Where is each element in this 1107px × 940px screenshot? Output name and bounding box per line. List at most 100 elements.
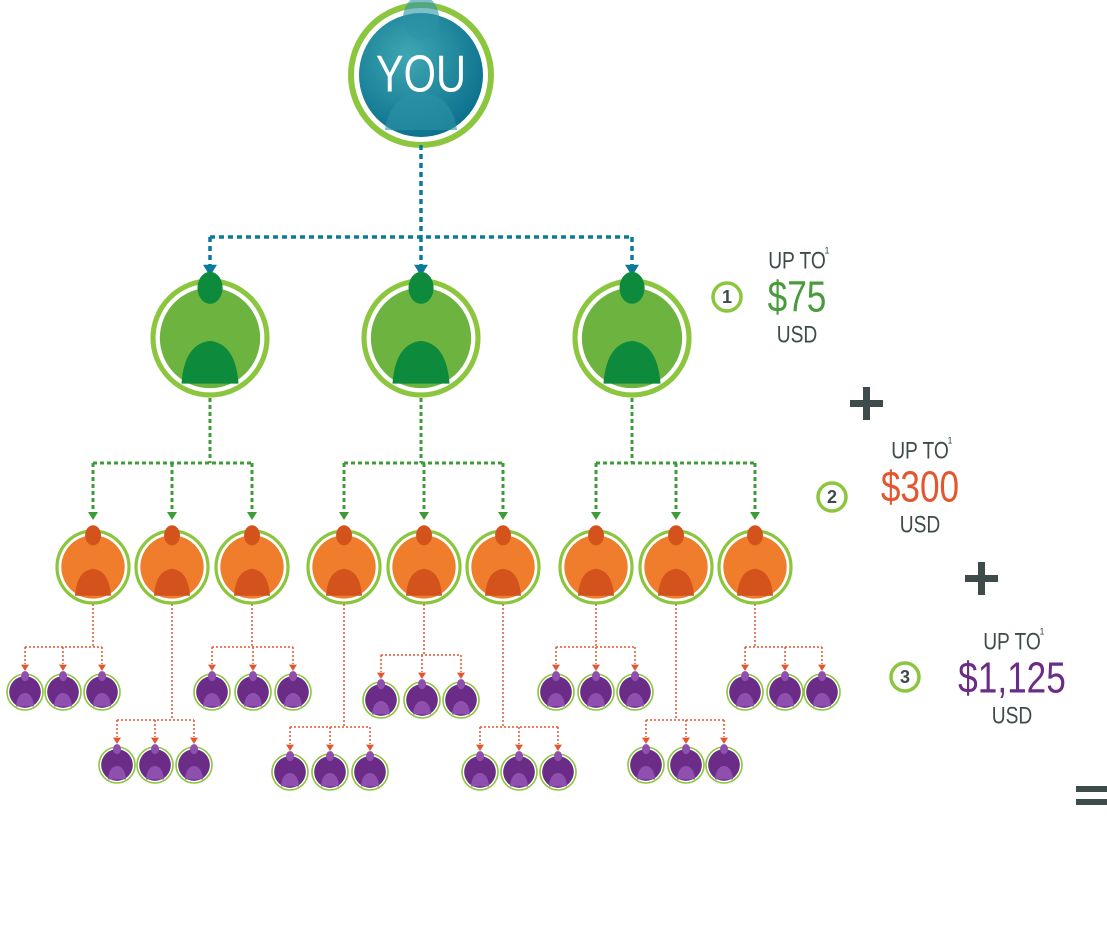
footnote: 1	[824, 245, 829, 255]
silhouette	[361, 751, 379, 787]
connector	[116, 604, 195, 737]
arrow	[682, 737, 690, 744]
silhouette	[736, 671, 754, 707]
arrow	[249, 664, 257, 671]
person-circle	[723, 535, 787, 599]
tier-prefix: UP TO	[983, 627, 1041, 655]
silhouette	[321, 751, 339, 787]
silhouette	[284, 671, 302, 707]
person-circle	[619, 676, 651, 708]
person-circle	[542, 756, 574, 788]
arrow	[88, 512, 98, 520]
silhouette	[485, 525, 521, 596]
person-circle	[139, 749, 171, 781]
silhouette	[413, 679, 431, 715]
connector	[380, 604, 462, 672]
person-circle	[406, 684, 438, 716]
silhouette	[181, 271, 239, 384]
connector	[555, 604, 636, 664]
person-circle	[312, 535, 376, 599]
connector	[289, 604, 371, 744]
person-circle	[237, 676, 269, 708]
arrow	[552, 664, 560, 671]
person-circle	[61, 535, 125, 599]
person-circle	[564, 535, 628, 599]
person-circle	[392, 535, 456, 599]
person-circle	[708, 749, 740, 781]
person-circle	[471, 535, 535, 599]
tier-currency: USD	[992, 701, 1033, 729]
silhouette	[281, 751, 299, 787]
tier-badge	[889, 661, 921, 693]
silhouette	[471, 751, 489, 787]
arrow	[419, 512, 429, 520]
silhouette	[677, 744, 695, 780]
person-circle	[220, 535, 284, 599]
silhouette	[549, 751, 567, 787]
silhouette	[244, 671, 262, 707]
person-circle	[9, 676, 41, 708]
arrow	[190, 737, 198, 744]
silhouette	[737, 525, 773, 596]
silhouette	[154, 525, 190, 596]
person-circle	[370, 287, 472, 389]
person-circle	[769, 676, 801, 708]
arrow	[113, 737, 121, 744]
arrow	[339, 512, 349, 520]
connector	[211, 604, 294, 664]
person-circle	[365, 684, 397, 716]
person-circle	[354, 756, 386, 788]
tier-amount: $75	[768, 273, 827, 322]
person-circle	[159, 287, 261, 389]
silhouette	[658, 525, 694, 596]
arrow	[203, 264, 217, 276]
silhouette	[626, 671, 644, 707]
arrow	[750, 512, 760, 520]
tier-number: 1	[722, 287, 732, 307]
silhouette	[385, 0, 457, 130]
arrow	[151, 737, 159, 744]
person-circle	[540, 676, 572, 708]
connector	[479, 604, 559, 744]
connector	[24, 604, 103, 664]
plus	[863, 387, 870, 420]
arrow	[457, 672, 465, 679]
arrow	[741, 664, 749, 671]
silhouette	[715, 744, 733, 780]
person-circle	[806, 676, 838, 708]
silhouette	[510, 751, 528, 787]
connector	[91, 398, 254, 510]
arrow	[366, 744, 374, 751]
tier-number: 3	[900, 667, 910, 687]
silhouette	[93, 671, 111, 707]
person-circle	[178, 749, 210, 781]
arrow	[326, 744, 334, 751]
connector	[342, 398, 505, 510]
equals	[1076, 799, 1107, 805]
silhouette	[392, 271, 450, 384]
silhouette	[547, 671, 565, 707]
tier-badge	[816, 481, 848, 513]
person-circle	[140, 535, 204, 599]
silhouette	[234, 525, 270, 596]
root-label: YOU	[376, 44, 466, 103]
silhouette	[326, 525, 362, 596]
silhouette	[637, 744, 655, 780]
silhouette	[185, 744, 203, 780]
person-circle	[581, 287, 683, 389]
arrow	[247, 512, 257, 520]
arrow	[289, 664, 297, 671]
person-circle	[464, 756, 496, 788]
tier-number: 2	[827, 487, 837, 507]
arrow	[781, 664, 789, 671]
arrow	[208, 664, 216, 671]
arrow	[554, 744, 562, 751]
connector	[645, 604, 725, 737]
person-circle	[580, 676, 612, 708]
connector	[744, 604, 823, 664]
tier-currency: USD	[777, 320, 818, 348]
arrow	[418, 672, 426, 679]
silhouette	[75, 525, 111, 596]
